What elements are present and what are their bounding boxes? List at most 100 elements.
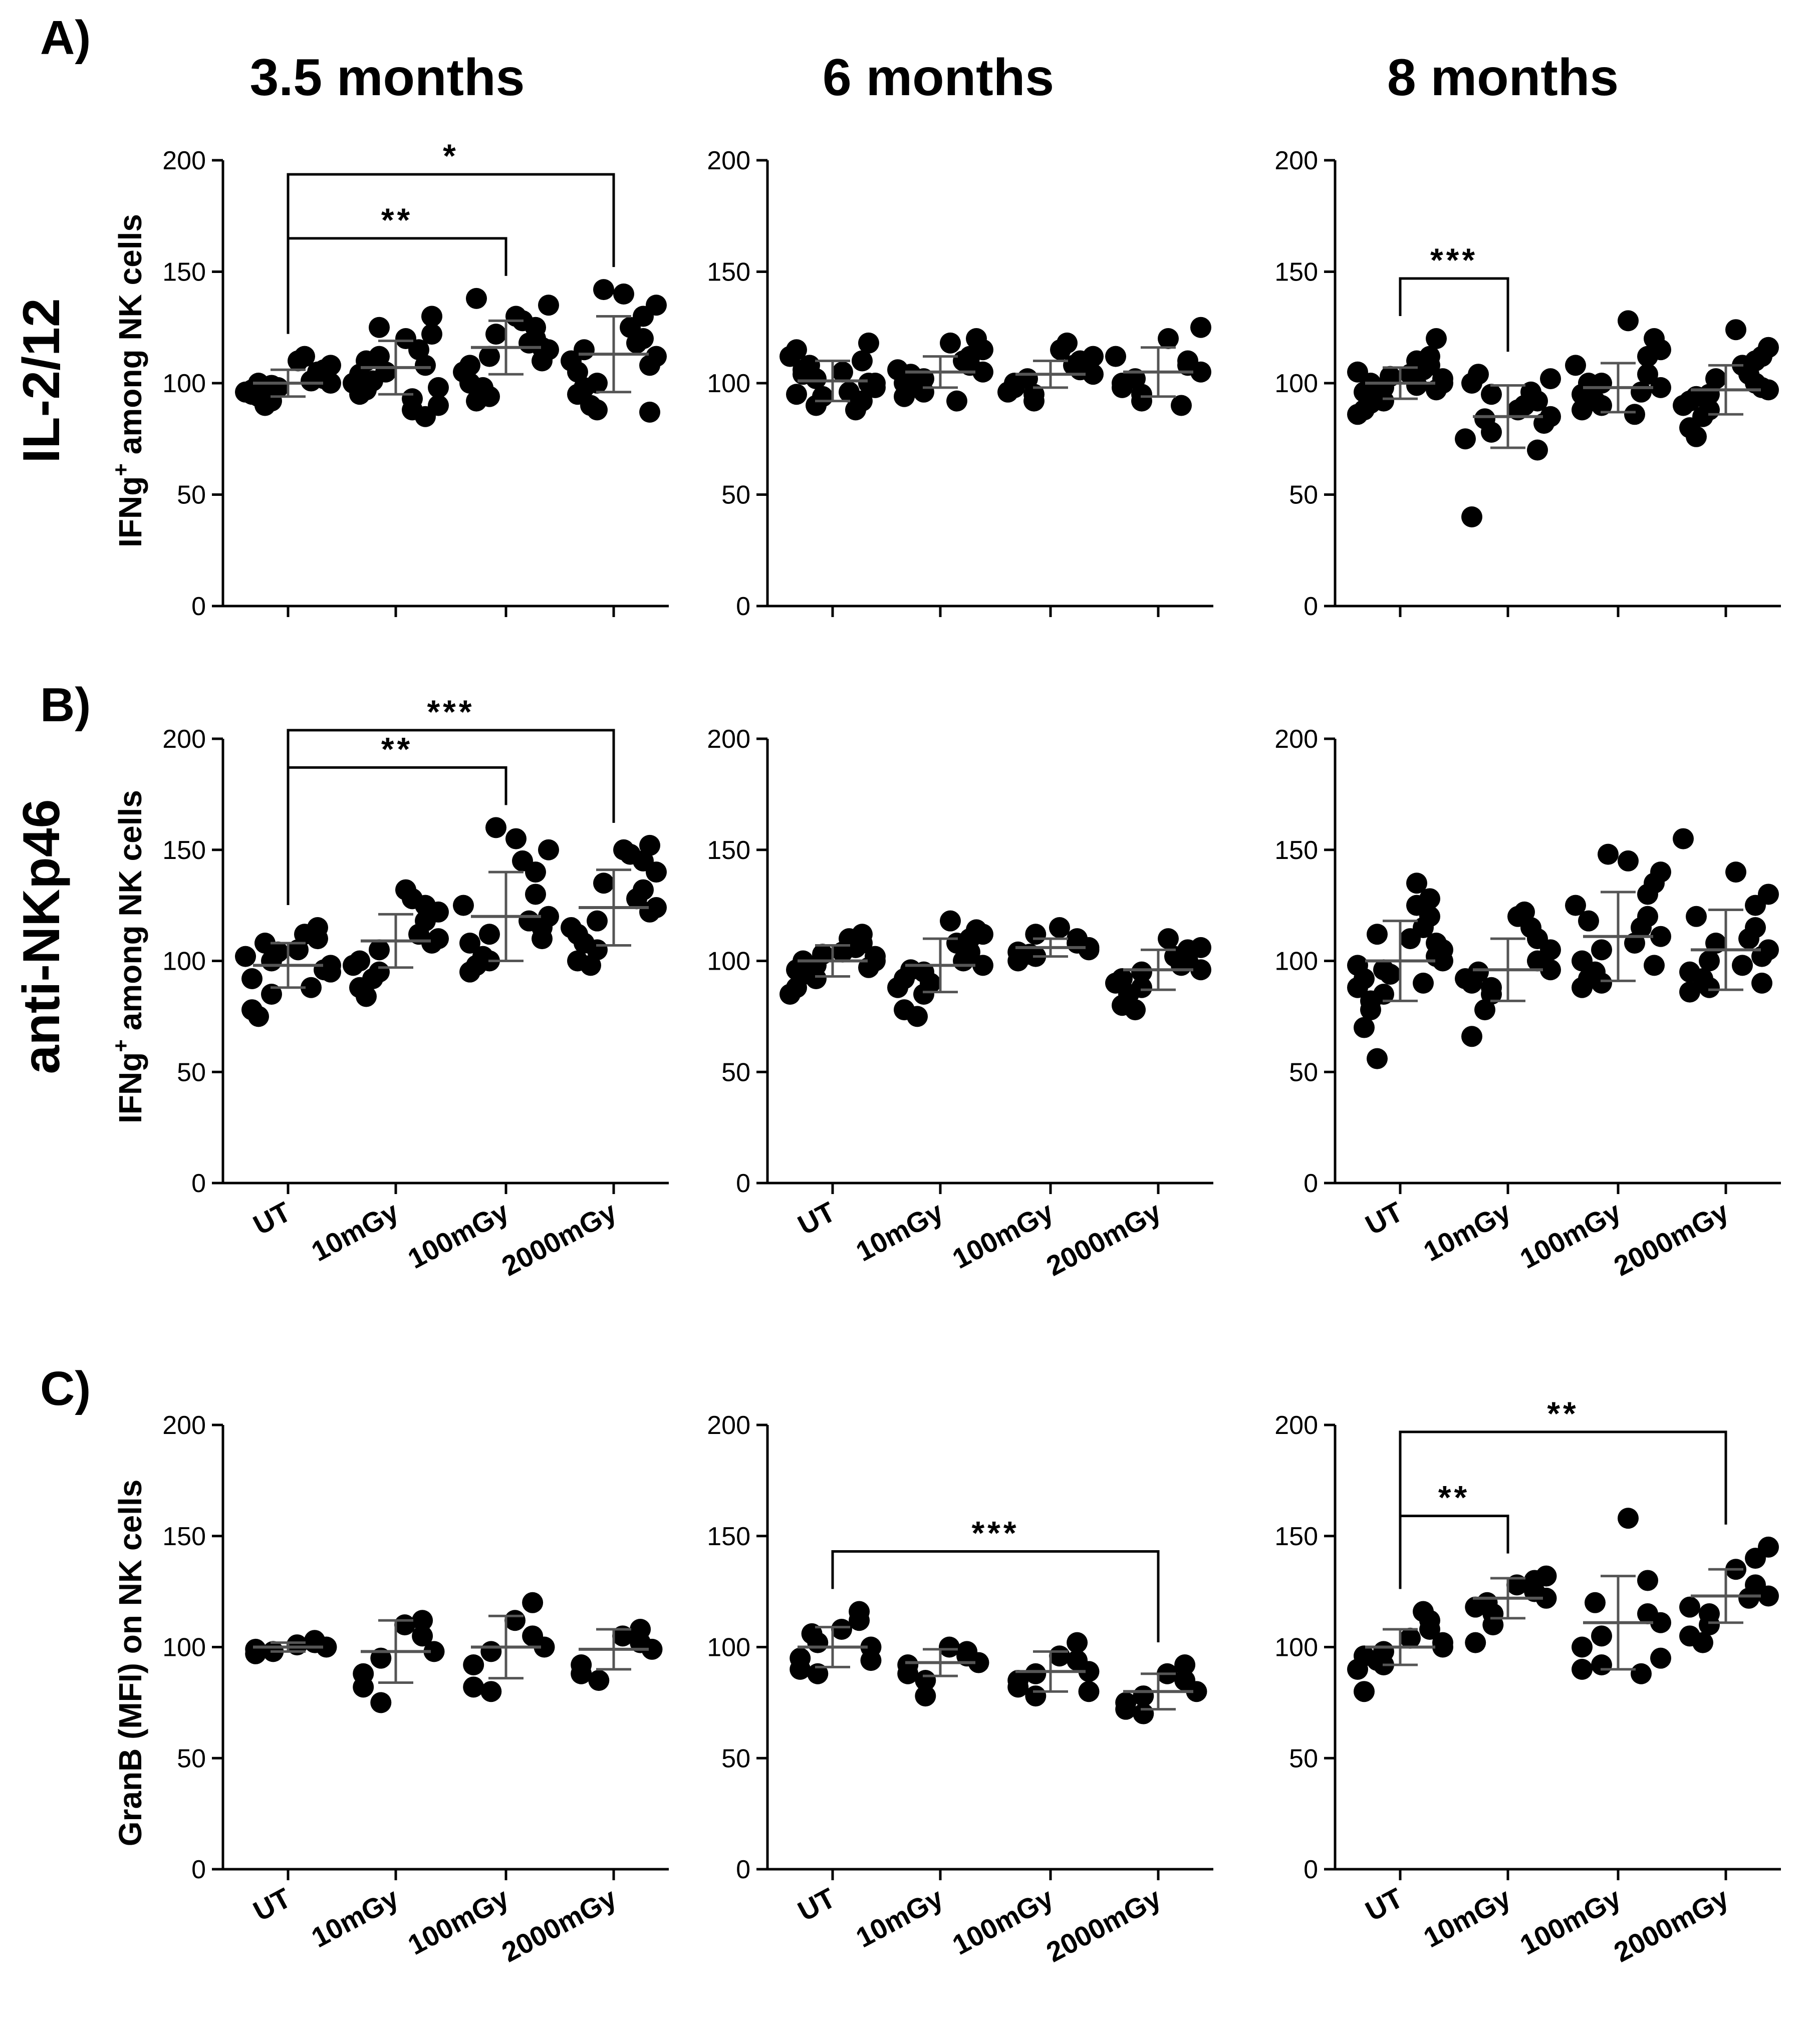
data-point xyxy=(860,1650,882,1671)
data-point xyxy=(812,386,833,407)
data-point xyxy=(580,395,601,416)
data-point xyxy=(1673,828,1694,849)
data-point xyxy=(1174,1670,1196,1691)
y-tick-label: 200 xyxy=(1274,725,1318,754)
data-point xyxy=(1474,999,1495,1021)
data-point xyxy=(480,1641,502,1662)
data-point xyxy=(779,984,801,1005)
panel-letter-c: C) xyxy=(40,1362,91,1415)
data-point xyxy=(1190,937,1211,958)
data-point xyxy=(1650,926,1671,947)
x-tick-label-100mgy: 100mGy xyxy=(1515,1196,1626,1275)
y-tick-label: 50 xyxy=(721,481,750,510)
data-point xyxy=(1572,1636,1593,1658)
y-tick-label: 100 xyxy=(162,369,206,398)
data-point xyxy=(466,955,487,976)
y-tick-label: 200 xyxy=(707,725,750,754)
data-point xyxy=(538,295,559,316)
data-point xyxy=(1078,939,1100,961)
data-point xyxy=(1540,939,1561,961)
data-point xyxy=(1686,906,1707,927)
data-point xyxy=(1637,1570,1658,1591)
data-point xyxy=(1535,1565,1557,1587)
data-point xyxy=(807,1663,829,1684)
data-point xyxy=(915,1685,936,1707)
data-point xyxy=(849,1601,870,1622)
y-tick-label: 50 xyxy=(177,481,206,510)
data-point xyxy=(369,317,390,338)
x-tick-label-100mgy: 100mGy xyxy=(947,1882,1059,1961)
data-point xyxy=(790,1658,811,1680)
y-tick-label: 200 xyxy=(1274,146,1318,175)
data-point xyxy=(997,381,1018,403)
y-tick-label: 0 xyxy=(736,1169,750,1198)
data-point xyxy=(900,364,921,385)
y-tick-label: 0 xyxy=(1304,592,1318,621)
data-point xyxy=(1023,390,1045,412)
data-point xyxy=(522,1592,544,1613)
data-point xyxy=(1705,368,1726,390)
data-point xyxy=(1699,1603,1720,1624)
data-point xyxy=(1578,968,1599,989)
data-point xyxy=(294,346,315,367)
data-point xyxy=(1578,373,1599,394)
data-point xyxy=(946,933,967,954)
x-tick-label-ut: UT xyxy=(1360,1196,1408,1241)
data-point xyxy=(613,283,634,305)
data-point xyxy=(1131,961,1152,983)
data-point xyxy=(1190,317,1211,338)
data-point xyxy=(421,324,442,345)
y-tick-label: 150 xyxy=(162,836,206,865)
column-title-3-5-months: 3.5 months xyxy=(250,49,525,107)
data-point xyxy=(1578,910,1599,932)
data-point xyxy=(1461,506,1482,527)
significance-bracket xyxy=(287,729,615,905)
y-tick-label: 0 xyxy=(191,592,206,621)
data-point xyxy=(463,1676,484,1698)
data-point xyxy=(946,390,967,412)
data-point xyxy=(408,339,429,361)
y-tick-label: 50 xyxy=(1289,481,1318,510)
data-point xyxy=(940,332,961,354)
data-point xyxy=(268,941,289,963)
chart-a-8-months: 0 50 100 150 200 *** xyxy=(1274,146,1781,621)
x-tick-label-2000mgy: 2000mGy xyxy=(1041,1196,1166,1282)
data-point xyxy=(1598,843,1619,865)
data-point xyxy=(1468,364,1489,385)
data-point xyxy=(858,332,879,354)
x-tick-label-100mgy: 100mGy xyxy=(403,1882,514,1961)
y-tick-label: 150 xyxy=(1274,258,1318,287)
ylabel-panel-a: IFNg+ among NK cells xyxy=(109,214,148,547)
significance-label: ** xyxy=(381,730,413,767)
data-point xyxy=(353,1676,374,1698)
data-point xyxy=(1347,1658,1368,1680)
data-point xyxy=(939,1636,960,1658)
panel-letter-a: A) xyxy=(40,11,91,65)
data-point xyxy=(402,888,423,910)
data-point xyxy=(1468,961,1489,983)
y-tick-label: 100 xyxy=(162,1633,206,1662)
data-point xyxy=(466,390,487,412)
x-tick-label-100mgy: 100mGy xyxy=(403,1196,514,1275)
data-point xyxy=(1725,861,1746,883)
y-tick-label: 200 xyxy=(1274,1411,1318,1440)
panel-letter-b: B) xyxy=(40,678,91,732)
data-point xyxy=(1686,426,1707,447)
ylabel-a-superscript: + xyxy=(109,463,133,476)
data-point xyxy=(428,901,449,923)
data-point xyxy=(1725,319,1746,341)
data-point xyxy=(1017,368,1038,390)
data-point xyxy=(421,933,442,954)
data-point xyxy=(612,1625,633,1647)
data-point xyxy=(1171,395,1192,416)
data-point xyxy=(1067,1650,1088,1671)
data-point xyxy=(1380,964,1401,985)
data-point xyxy=(1585,1592,1606,1613)
data-point xyxy=(1679,1596,1700,1618)
